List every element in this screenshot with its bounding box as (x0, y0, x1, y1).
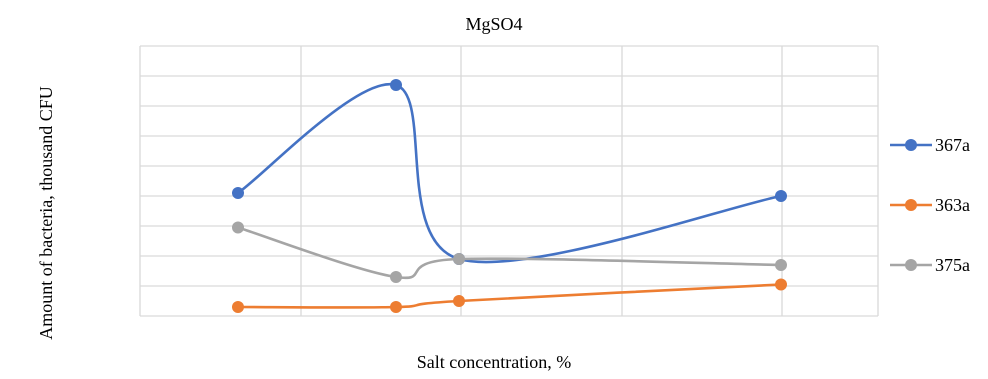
legend-item-363a: 363a (890, 195, 970, 215)
x-axis-label: Salt concentration, % (416, 352, 572, 372)
data-point-367a (775, 190, 787, 202)
legend-marker (905, 139, 917, 151)
data-point-363a (232, 301, 244, 313)
data-point-375a (232, 221, 244, 234)
legend-marker (905, 199, 917, 211)
data-point-367a (232, 187, 244, 199)
series-367a (232, 79, 787, 265)
data-point-375a (390, 271, 402, 283)
series-363a (232, 278, 787, 313)
legend: 367a 363a 375a (890, 135, 970, 275)
data-point-375a (775, 259, 787, 271)
series-line-375a (237, 226, 782, 280)
legend-label: 367a (935, 135, 970, 155)
legend-item-367a: 367a (890, 135, 970, 155)
data-point-363a (390, 301, 402, 313)
legend-item-375a: 375a (890, 255, 970, 275)
data-point-363a (775, 278, 787, 291)
legend-label: 375a (935, 255, 970, 275)
legend-label: 363a (935, 195, 970, 215)
data-point-367a (390, 79, 402, 91)
series-line-363a (237, 283, 782, 309)
data-point-363a (453, 295, 465, 307)
data-point-375a (453, 253, 465, 265)
grid (139, 45, 879, 317)
legend-marker (905, 259, 917, 271)
series-line-367a (237, 82, 782, 264)
series-375a (232, 221, 787, 283)
chart-title: MgSO4 (465, 14, 523, 34)
series-layer (232, 79, 787, 313)
